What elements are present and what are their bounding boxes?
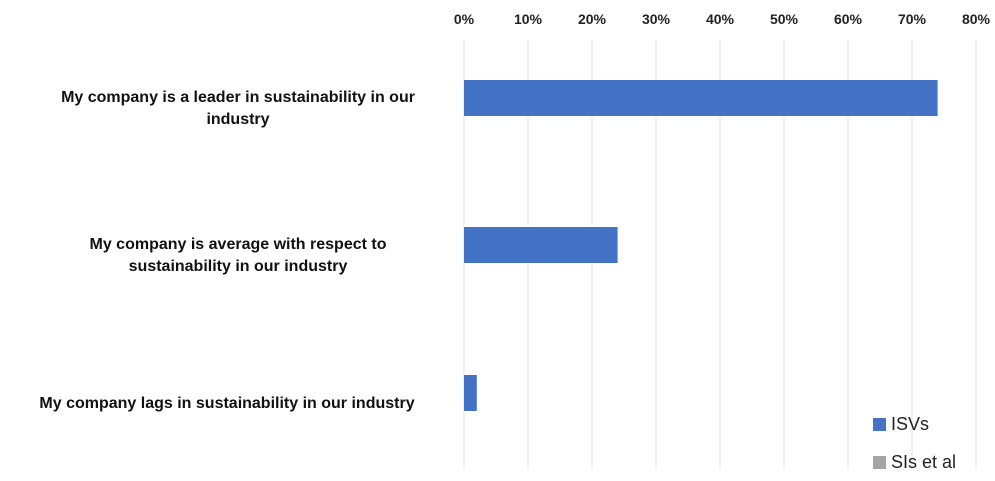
category-label: My company is average with respect to sus…: [90, 236, 387, 275]
x-tick-label: 50%: [770, 11, 799, 27]
category-label-line: My company lags in sustainability in our…: [39, 395, 414, 412]
category-labels: My company is a leader in sustainability…: [39, 89, 415, 412]
legend-label: SIs et al: [891, 452, 956, 472]
x-tick-label: 70%: [898, 11, 927, 27]
legend-swatch: [873, 456, 886, 469]
x-tick-label: 30%: [642, 11, 671, 27]
category-label-line: My company is average with respect to: [90, 236, 387, 253]
x-tick-label: 10%: [514, 11, 543, 27]
category-label: My company is a leader in sustainability…: [61, 89, 415, 128]
x-axis-ticks: 0% 10% 20% 30% 40% 50% 60% 70% 80%: [454, 11, 991, 27]
legend-label: ISVs: [891, 414, 929, 434]
bar-isvs-2: [464, 375, 477, 411]
legend: ISVs SIs et al: [873, 414, 956, 472]
x-tick-label: 40%: [706, 11, 735, 27]
bar-isvs-0: [464, 80, 938, 116]
category-label-line: sustainability in our industry: [129, 258, 348, 275]
category-label: My company lags in sustainability in our…: [39, 395, 414, 412]
x-tick-label: 80%: [962, 11, 991, 27]
x-tick-label: 60%: [834, 11, 863, 27]
category-label-line: industry: [206, 111, 269, 128]
x-tick-label: 20%: [578, 11, 607, 27]
x-tick-label: 0%: [454, 11, 475, 27]
bars: [464, 80, 938, 411]
legend-swatch: [873, 418, 886, 431]
bar-isvs-1: [464, 227, 618, 263]
category-label-line: My company is a leader in sustainability…: [61, 89, 415, 106]
